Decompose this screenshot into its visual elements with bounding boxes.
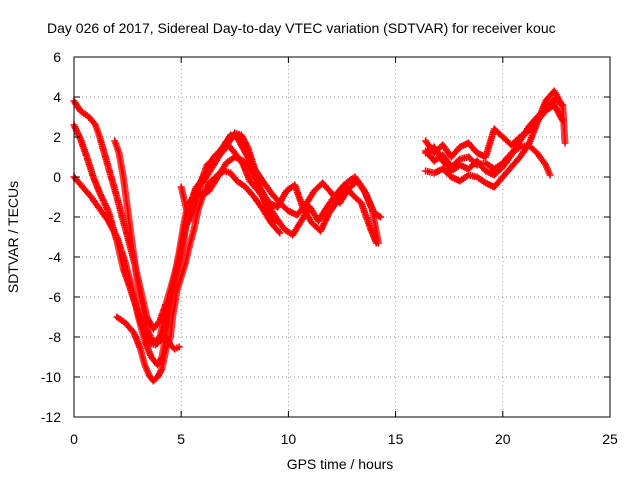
y-tick-label: 2	[53, 129, 61, 145]
point-track	[111, 137, 192, 347]
data-points	[70, 87, 569, 385]
x-tick-label: 20	[495, 431, 511, 447]
chart-title: Day 026 of 2017, Sidereal Day-to-day VTE…	[47, 20, 556, 36]
x-tick-label: 5	[177, 431, 185, 447]
point-track	[422, 95, 567, 179]
y-axis-label: SDTVAR / TECUs	[5, 181, 21, 293]
y-tick-label: 0	[53, 169, 61, 185]
point-track	[162, 333, 183, 353]
y-tick-label: 4	[53, 89, 61, 105]
plot-frame	[73, 56, 611, 418]
x-tick-label: 25	[602, 431, 618, 447]
x-tick-labels: 0 5 10 15 20 25	[70, 431, 618, 447]
series-2	[422, 87, 569, 191]
y-tick-label: -10	[41, 369, 61, 385]
y-tick-label: 6	[53, 49, 61, 65]
series-1	[70, 97, 385, 385]
point-track	[113, 167, 284, 385]
x-axis-label: GPS time / hours	[287, 456, 394, 472]
y-tick-label: -2	[49, 209, 62, 225]
point-track	[70, 153, 382, 369]
point-track	[70, 97, 385, 333]
point-track	[422, 141, 554, 191]
x-tick-label: 10	[281, 431, 297, 447]
y-tick-label: -4	[49, 249, 62, 265]
x-tick-label: 15	[388, 431, 404, 447]
x-tick-label: 0	[70, 431, 78, 447]
y-tick-label: -6	[49, 289, 62, 305]
y-tick-labels: -12 -10 -8 -6 -4 -2 0 2 4 6	[41, 49, 61, 425]
point-track	[177, 129, 279, 227]
y-tick-label: -8	[49, 329, 62, 345]
axis-ticks	[73, 56, 611, 418]
y-tick-label: -12	[41, 409, 61, 425]
grid-lines	[74, 57, 610, 417]
